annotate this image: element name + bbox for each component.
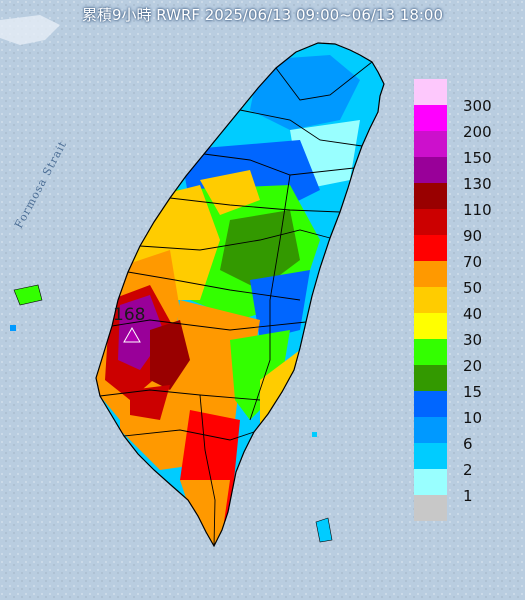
legend-label: 70 bbox=[463, 253, 483, 271]
cloud-patch bbox=[0, 15, 60, 45]
legend-label: 20 bbox=[463, 357, 483, 375]
max-triangle-icon bbox=[123, 326, 141, 343]
legend-swatch bbox=[414, 209, 447, 235]
legend-swatch bbox=[414, 417, 447, 443]
legend-swatch bbox=[414, 261, 447, 287]
legend-label: 2 bbox=[463, 461, 473, 479]
legend-swatch bbox=[414, 339, 447, 365]
legend-swatch bbox=[414, 391, 447, 417]
legend-label: 150 bbox=[463, 149, 492, 167]
legend-label: 15 bbox=[463, 383, 483, 401]
legend-label: 90 bbox=[463, 227, 483, 245]
offshore-islet bbox=[10, 325, 16, 331]
island-outline bbox=[95, 42, 385, 548]
legend-label: 50 bbox=[463, 279, 483, 297]
legend-swatch bbox=[414, 183, 447, 209]
legend-label: 110 bbox=[463, 201, 492, 219]
legend-label: 30 bbox=[463, 331, 483, 349]
legend-swatch bbox=[414, 131, 447, 157]
legend-swatch bbox=[414, 495, 447, 521]
legend-swatch bbox=[414, 313, 447, 339]
legend-swatch bbox=[414, 469, 447, 495]
max-value-label: 168 bbox=[113, 305, 146, 325]
legend-label: 200 bbox=[463, 123, 492, 141]
legend-label: 6 bbox=[463, 435, 473, 453]
penghu-islands bbox=[13, 284, 43, 306]
orchid-island bbox=[315, 517, 333, 543]
legend-label: 1 bbox=[463, 487, 473, 505]
legend-swatch bbox=[414, 79, 447, 105]
legend-label: 10 bbox=[463, 409, 483, 427]
legend-swatch bbox=[414, 365, 447, 391]
legend-label: 40 bbox=[463, 305, 483, 323]
legend-swatch bbox=[414, 105, 447, 131]
county-borders bbox=[99, 61, 373, 547]
legend-swatch bbox=[414, 287, 447, 313]
legend-label: 300 bbox=[463, 97, 492, 115]
map-title: 累積9小時 RWRF 2025/06/13 09:00~06/13 18:00 bbox=[81, 6, 444, 24]
legend-swatch bbox=[414, 443, 447, 469]
legend-label: 130 bbox=[463, 175, 492, 193]
legend-swatch bbox=[414, 235, 447, 261]
green-island bbox=[312, 432, 317, 437]
legend-swatch bbox=[414, 157, 447, 183]
